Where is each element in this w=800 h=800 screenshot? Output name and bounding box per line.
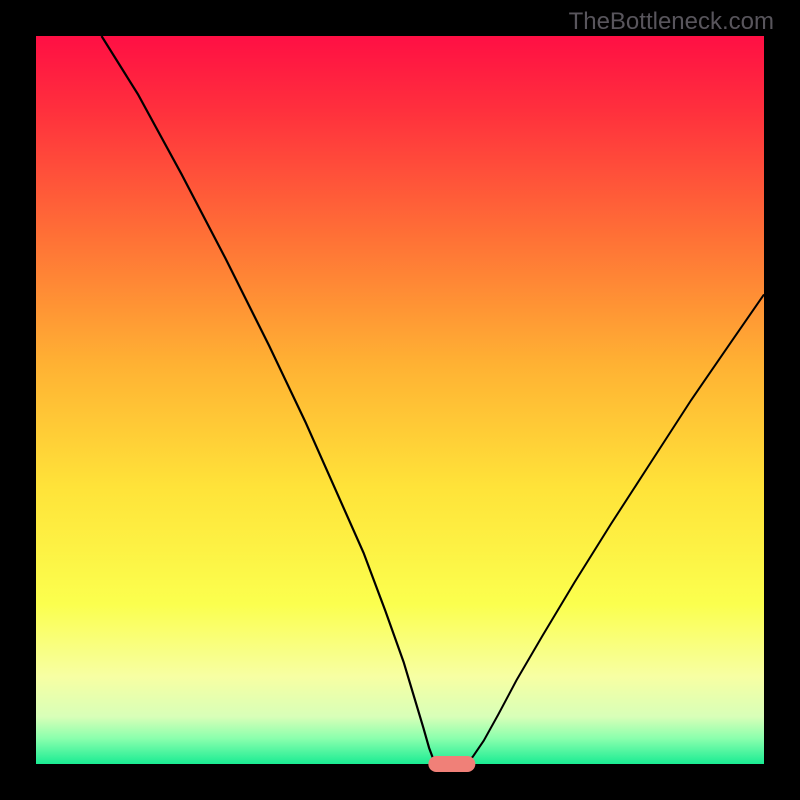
bottleneck-curve xyxy=(36,36,764,764)
chart-container: TheBottleneck.com xyxy=(0,0,800,800)
curve-right-branch xyxy=(466,294,764,764)
curve-left-branch xyxy=(102,36,438,764)
watermark-text: TheBottleneck.com xyxy=(569,8,774,36)
optimum-marker xyxy=(428,756,475,772)
plot-area xyxy=(36,36,764,764)
